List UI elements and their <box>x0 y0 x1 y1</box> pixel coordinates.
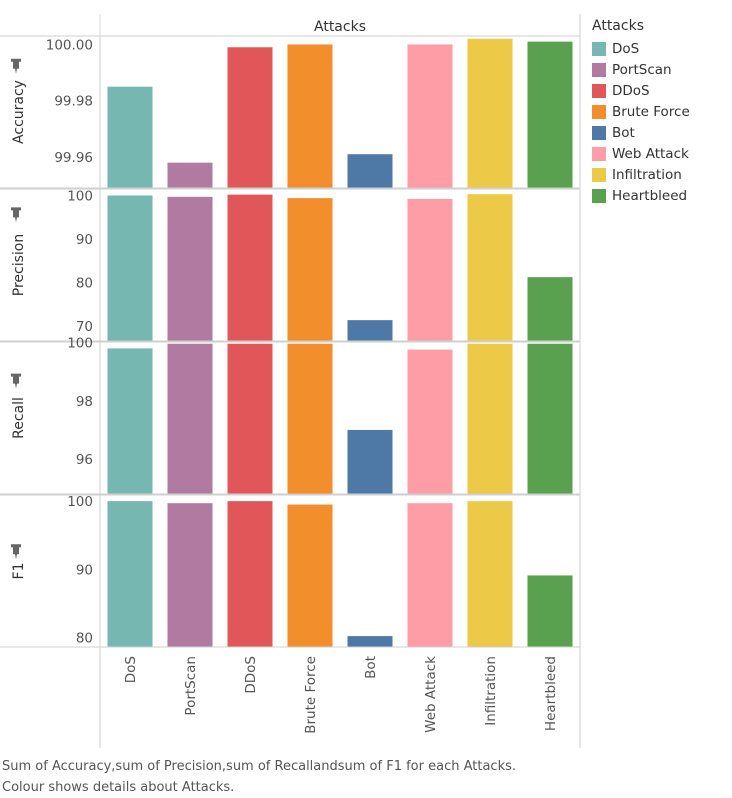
f1-bar-brute-force <box>287 504 333 647</box>
f1-bar-bot <box>347 636 393 647</box>
column-header: Attacks <box>314 19 366 35</box>
legend-label: Heartbleed <box>612 187 688 204</box>
legend-swatch <box>592 83 606 98</box>
precision-row-label: Precision <box>11 234 27 296</box>
f1-row-label: F1 <box>11 563 27 580</box>
pin-icon[interactable] <box>11 207 21 223</box>
x-label-bot: Bot <box>363 656 379 679</box>
recall-bar-portscan <box>167 343 213 494</box>
pin-icon[interactable] <box>11 544 21 560</box>
pin-icon[interactable] <box>11 58 21 74</box>
recall-bar-heartbleed <box>527 343 573 494</box>
legend-swatch <box>592 62 606 77</box>
accuracy-row-label: Accuracy <box>11 80 27 144</box>
legend-title: Attacks <box>592 18 644 34</box>
recall-bar-dos <box>107 348 153 494</box>
legend-item-heartbleed[interactable]: Heartbleed <box>592 185 690 206</box>
caption: Sum of Accuracy,sum of Precision,sum of … <box>2 756 516 798</box>
recall-bar-infiltration <box>467 343 513 494</box>
x-label-ddos: DDoS <box>243 656 259 694</box>
recall-bar-bot <box>347 429 393 494</box>
legend-label: Infiltration <box>612 166 682 183</box>
legend-item-portscan[interactable]: PortScan <box>592 59 690 80</box>
precision-bar-bot <box>347 320 393 341</box>
f1-tick-label: 80 <box>76 630 93 646</box>
legend-swatch <box>592 104 606 119</box>
precision-tick-label: 70 <box>76 319 93 335</box>
accuracy-bar-portscan <box>167 162 213 188</box>
legend-label: Web Attack <box>612 145 689 162</box>
precision-tick-label: 80 <box>76 275 93 291</box>
accuracy-tick-label: 99.96 <box>54 150 93 166</box>
f1-bar-infiltration <box>467 501 513 647</box>
recall-bar-ddos <box>227 343 273 494</box>
x-label-infiltration: Infiltration <box>483 656 499 726</box>
legend-swatch <box>592 167 606 182</box>
f1-tick-label: 100 <box>67 494 93 510</box>
legend-swatch <box>592 125 606 140</box>
recall-tick-label: 96 <box>76 452 93 468</box>
accuracy-tick-label: 100.00 <box>46 37 93 53</box>
x-label-web-attack: Web Attack <box>423 656 439 733</box>
caption-line-2: Colour shows details about Attacks. <box>2 780 235 795</box>
precision-bar-portscan <box>167 196 213 341</box>
precision-bar-brute-force <box>287 198 333 341</box>
legend-item-web-attack[interactable]: Web Attack <box>592 143 690 164</box>
accuracy-bar-dos <box>107 86 153 188</box>
legend-item-ddos[interactable]: DDoS <box>592 80 690 101</box>
precision-bar-infiltration <box>467 194 513 341</box>
caption-line-1: Sum of Accuracy,sum of Precision,sum of … <box>2 759 517 774</box>
legend-item-bot[interactable]: Bot <box>592 122 690 143</box>
recall-bar-brute-force <box>287 343 333 494</box>
legend-label: DoS <box>612 40 640 57</box>
legend-swatch <box>592 188 606 203</box>
recall-row-label: Recall <box>11 397 27 439</box>
f1-bar-dos <box>107 501 153 647</box>
x-label-dos: DoS <box>123 656 139 683</box>
recall-tick-label: 100 <box>67 336 93 352</box>
accuracy-bar-bot <box>347 154 393 188</box>
legend-item-dos[interactable]: DoS <box>592 38 690 59</box>
legend-item-brute-force[interactable]: Brute Force <box>592 101 690 122</box>
precision-bar-web-attack <box>407 198 453 341</box>
precision-tick-label: 100 <box>67 189 93 205</box>
legend-swatch <box>592 41 606 56</box>
legend-label: Brute Force <box>612 103 690 120</box>
accuracy-bar-web-attack <box>407 44 453 188</box>
x-label-brute-force: Brute Force <box>303 656 319 734</box>
legend: Attacks DoS PortScan DDoS Brute Force Bot Web… <box>592 18 690 206</box>
f1-bar-portscan <box>167 503 213 647</box>
accuracy-bar-infiltration <box>467 38 513 188</box>
accuracy-bar-heartbleed <box>527 41 573 188</box>
legend-label: DDoS <box>612 82 650 99</box>
accuracy-bar-ddos <box>227 47 273 188</box>
legend-label: PortScan <box>612 61 672 78</box>
legend-item-infiltration[interactable]: Infiltration <box>592 164 690 185</box>
legend-swatch <box>592 146 606 161</box>
x-label-portscan: PortScan <box>183 656 199 716</box>
accuracy-tick-label: 99.98 <box>54 94 93 110</box>
precision-bar-heartbleed <box>527 277 573 341</box>
f1-bar-heartbleed <box>527 575 573 647</box>
precision-bar-dos <box>107 195 153 341</box>
precision-bar-ddos <box>227 194 273 341</box>
legend-label: Bot <box>612 124 635 141</box>
pin-icon[interactable] <box>11 373 21 389</box>
x-label-heartbleed: Heartbleed <box>543 656 559 731</box>
f1-bar-web-attack <box>407 503 453 647</box>
recall-tick-label: 98 <box>76 394 93 410</box>
accuracy-bar-brute-force <box>287 44 333 188</box>
precision-tick-label: 90 <box>76 232 93 248</box>
f1-bar-ddos <box>227 501 273 647</box>
recall-bar-web-attack <box>407 349 453 494</box>
f1-tick-label: 90 <box>76 562 93 578</box>
